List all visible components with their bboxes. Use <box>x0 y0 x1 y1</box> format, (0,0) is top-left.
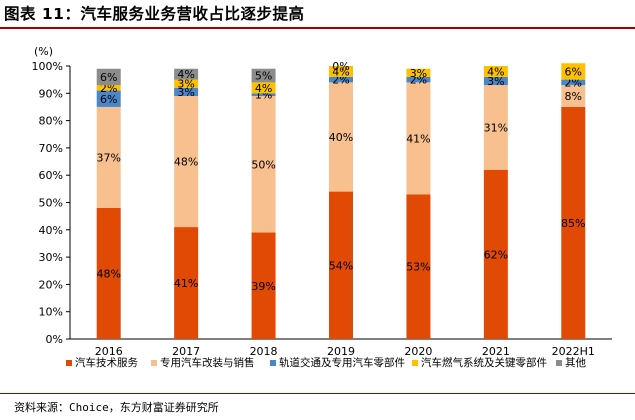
bar-segment <box>329 82 353 192</box>
data-label: 4% <box>332 65 349 78</box>
y-tick-label: 30% <box>39 251 63 264</box>
bar-segment <box>96 90 121 107</box>
bar-segment <box>561 63 586 80</box>
data-label: 41% <box>174 277 198 290</box>
data-label: 6% <box>565 65 582 78</box>
y-tick-label: 90% <box>39 87 63 100</box>
data-label: 3% <box>487 75 504 88</box>
y-unit-label: (%) <box>34 45 53 58</box>
data-label: 4% <box>487 65 504 78</box>
legend-swatch <box>556 360 562 366</box>
bar-segment <box>96 106 121 208</box>
data-label: 6% <box>100 71 117 84</box>
stacked-bar-chart: 0% 10% 20% 30% 40% 50% 60% 70% 80% 90% 100% (%) 48% 3… <box>32 45 612 369</box>
data-label: 8% <box>565 90 582 103</box>
y-tick-label: 80% <box>39 115 63 128</box>
bar-segment <box>483 85 508 170</box>
legend-label: 轨道交通及专用汽车零部件 <box>279 356 405 369</box>
y-tick-label: 20% <box>39 278 63 291</box>
bar-segment <box>329 191 353 339</box>
legend-label: 汽车技术服务 <box>75 356 138 369</box>
legend-label: 其他 <box>565 356 586 369</box>
y-tick-label: 40% <box>39 224 63 237</box>
data-label: 62% <box>484 248 508 261</box>
bar-segment <box>561 106 586 339</box>
data-label: 50% <box>251 158 275 171</box>
bar-segment <box>406 68 431 77</box>
data-label: 4% <box>255 82 272 95</box>
bar-segment <box>483 66 508 77</box>
data-label: 39% <box>251 280 275 293</box>
bar-segment <box>251 232 276 339</box>
x-tick-label: 2020 <box>404 345 432 358</box>
data-label: 3% <box>177 78 194 91</box>
legend-swatch <box>412 360 418 366</box>
bar-segment <box>96 85 121 91</box>
bar-segment <box>329 76 353 83</box>
bar-segment <box>406 82 431 195</box>
data-label: 37% <box>96 151 120 164</box>
data-label: 54% <box>329 259 353 272</box>
data-label: 85% <box>561 217 585 230</box>
y-tick-label: 60% <box>39 169 63 182</box>
data-label: 48% <box>174 156 198 169</box>
x-tick-label: 2022H1 <box>552 345 595 358</box>
y-tick-label: 0% <box>46 333 63 346</box>
bar-segment <box>174 96 199 228</box>
bar-segment <box>96 207 121 339</box>
x-tick-label: 2019 <box>327 345 355 358</box>
legend-swatch <box>151 360 157 366</box>
data-label: 6% <box>100 93 117 106</box>
bar-segment <box>561 79 586 86</box>
y-tick-label: 70% <box>39 142 63 155</box>
data-label: 31% <box>484 121 508 134</box>
legend-swatch <box>66 360 72 366</box>
data-label: 48% <box>96 267 120 280</box>
data-label: 53% <box>406 261 430 274</box>
bar-segment <box>174 79 199 88</box>
data-label: 3% <box>177 86 194 99</box>
data-label: 5% <box>255 70 272 83</box>
bar-segment <box>406 194 431 339</box>
y-tick-label: 10% <box>39 306 63 319</box>
bar-segment <box>561 85 586 107</box>
x-tick-label: 2018 <box>250 345 278 358</box>
data-label: 4% <box>177 68 194 81</box>
x-tick-label: 2021 <box>482 345 510 358</box>
data-label: 3% <box>410 67 427 80</box>
bar-segment <box>96 68 121 86</box>
x-tick-label: 2017 <box>172 345 200 358</box>
bar-segment <box>174 87 199 97</box>
legend-label: 专用汽车改装与销售 <box>160 356 255 369</box>
legend-swatch <box>270 360 276 366</box>
bar-segment <box>174 227 199 339</box>
source-rule <box>0 393 635 394</box>
x-tick-label: 2016 <box>95 345 123 358</box>
bar-segment <box>251 82 276 94</box>
bar-segment <box>251 68 276 83</box>
legend-label: 汽车燃气系统及关键零部件 <box>421 356 547 369</box>
source-note: 资料来源：Choice，东方财富证券研究所 <box>14 401 219 414</box>
bar-segment <box>329 66 353 77</box>
bar-segment <box>483 169 508 339</box>
data-label: 0% <box>332 60 349 73</box>
bar-segment <box>251 96 276 233</box>
title-rule <box>0 27 635 29</box>
data-label: 40% <box>329 131 353 144</box>
y-tick-label: 100% <box>32 60 63 73</box>
bar-segment <box>483 76 508 86</box>
chart-title: 图表 11：汽车服务业务营收占比逐步提高 <box>4 5 305 23</box>
bar-segment <box>251 93 276 97</box>
bar-segment <box>406 76 431 83</box>
data-label: 41% <box>406 132 430 145</box>
bar-segment <box>174 68 199 80</box>
y-tick-label: 50% <box>39 197 63 210</box>
